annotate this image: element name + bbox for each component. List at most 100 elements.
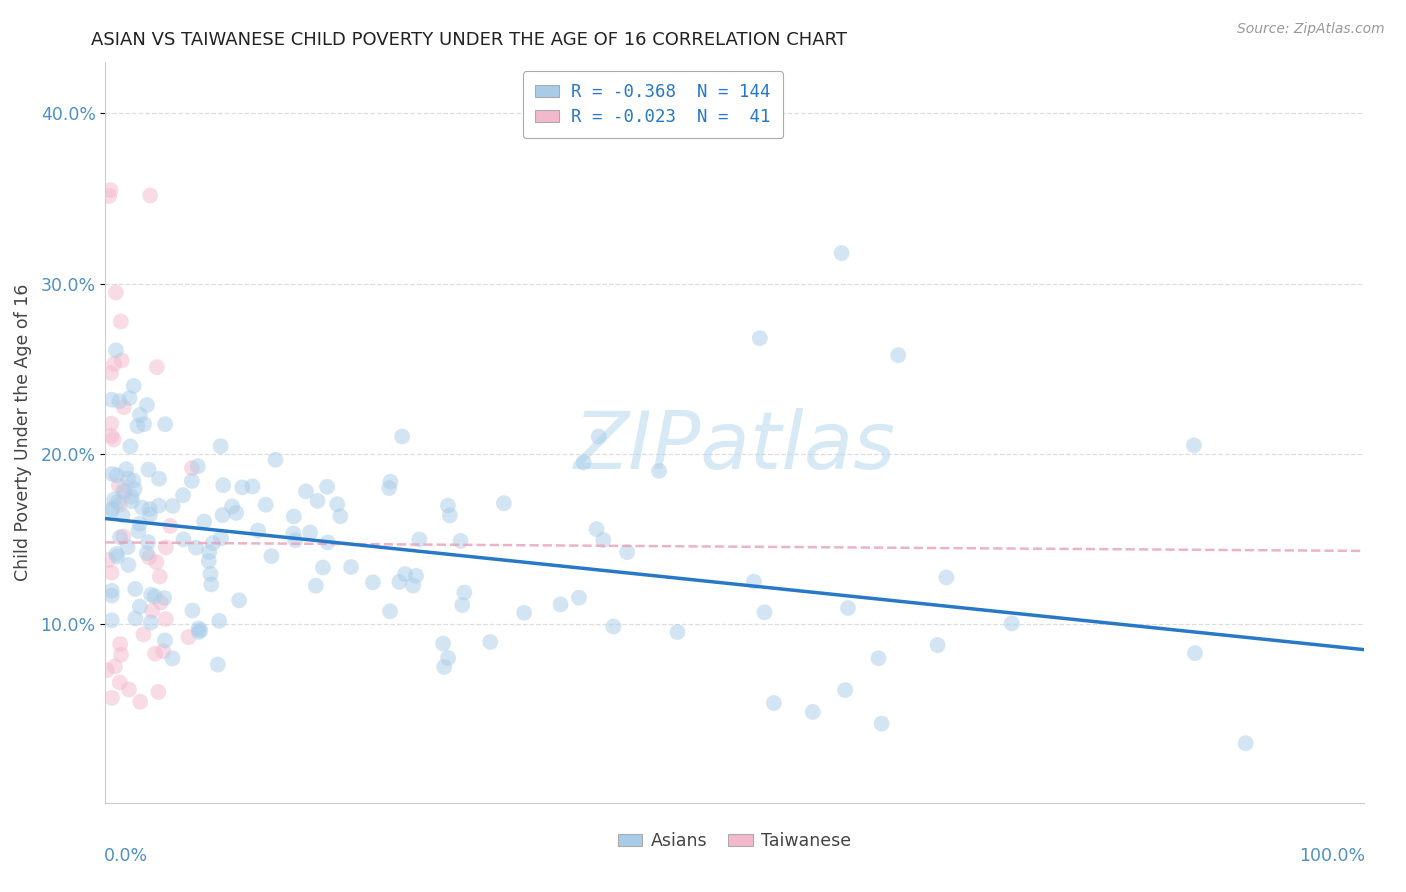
Point [834,683,856,698]
Point [128,516,150,531]
Point [128,599,150,614]
Point [143,590,166,604]
Point [307,494,329,508]
Point [100,566,122,580]
Point [177,630,200,644]
Point [103,357,125,371]
Point [96,663,118,677]
Point [120,439,142,453]
Point [101,467,124,481]
Point [242,479,264,493]
Point [453,585,475,599]
Point [208,614,231,628]
Point [100,183,122,197]
Point [139,188,162,202]
Point [405,569,427,583]
Point [100,366,122,380]
Point [100,503,122,517]
Point [100,613,122,627]
Point [97,553,120,567]
Point [209,532,232,546]
Text: Source: ZipAtlas.com: Source: ZipAtlas.com [1237,22,1385,37]
Point [184,541,207,555]
Point [264,453,287,467]
Point [225,506,247,520]
Point [648,464,671,478]
Point [100,501,122,516]
Point [139,588,162,602]
Point [231,480,253,494]
Point [135,546,157,560]
Point [108,637,131,651]
Point [152,644,174,658]
Point [108,530,131,544]
Point [402,578,425,592]
Point [585,522,607,536]
Point [228,593,250,607]
Point [742,574,765,589]
Point [104,285,127,300]
Point [117,471,139,485]
Point [103,433,125,447]
Point [139,615,162,630]
Point [135,398,157,412]
Point [451,598,474,612]
Point [188,624,211,638]
Point [1184,646,1206,660]
Point [146,360,169,375]
Point [100,392,122,407]
Point [101,690,124,705]
Point [935,570,957,584]
Point [124,482,146,496]
Point [117,558,139,572]
Text: ASIAN VS TAIWANESE CHILD POVERTY UNDER THE AGE OF 16 CORRELATION CHART: ASIAN VS TAIWANESE CHILD POVERTY UNDER T… [91,31,848,49]
Point [107,494,129,508]
Point [121,494,143,508]
Point [153,591,176,605]
Point [187,621,209,635]
Text: ZIPatlas: ZIPatlas [574,409,896,486]
Point [801,705,824,719]
Point [138,462,160,476]
Point [108,498,131,512]
Point [197,554,219,568]
Point [870,716,893,731]
Point [260,549,283,563]
Point [568,591,591,605]
Point [112,529,135,543]
Point [180,474,202,488]
Text: 0.0%: 0.0% [104,847,148,865]
Point [153,633,176,648]
Point [378,481,401,495]
Point [283,509,305,524]
Point [111,353,134,368]
Point [380,475,402,489]
Point [329,509,352,524]
Point [212,478,235,492]
Point [361,575,384,590]
Point [149,595,172,609]
Point [108,479,131,493]
Point [98,189,121,203]
Point [104,343,127,358]
Point [588,429,610,443]
Point [173,533,195,547]
Point [112,483,135,498]
Point [108,675,131,690]
Point [340,560,363,574]
Point [148,685,170,699]
Point [129,408,152,422]
Point [132,417,155,432]
Point [145,555,167,569]
Point [1182,438,1205,452]
Point [748,331,770,345]
Point [201,536,224,550]
Point [193,515,215,529]
Point [162,651,184,665]
Point [316,480,339,494]
Point [148,499,170,513]
Point [108,394,131,409]
Point [437,651,460,665]
Point [316,535,339,549]
Point [127,419,149,434]
